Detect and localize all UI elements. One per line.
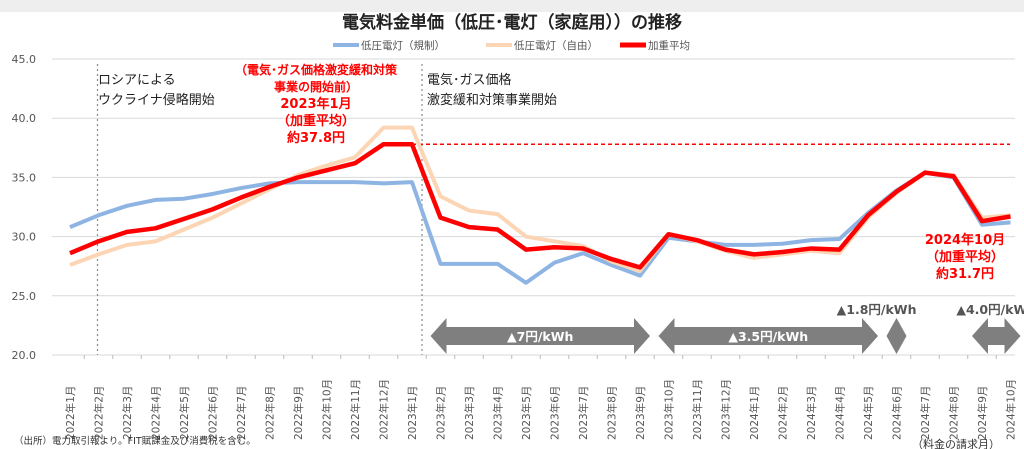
series-line-2 xyxy=(69,141,1011,270)
y-tick-label: 30.0 xyxy=(12,231,37,244)
annotation-peak: （加重平均） xyxy=(277,113,355,129)
subsidy-label: ▲3.5円/kWh xyxy=(728,329,808,344)
x-tick-label: 2023年11月 xyxy=(691,379,704,440)
x-tick-label: 2022年11月 xyxy=(349,379,362,440)
x-tick-label: 2023年10月 xyxy=(663,379,676,440)
annotation-latest: （加重平均） xyxy=(926,249,1004,265)
x-tick-label: 2022年6月 xyxy=(207,386,220,440)
legend-label-2: 加重平均 xyxy=(648,39,690,52)
subsidy-arrow xyxy=(658,318,878,354)
x-tick-label: 2022年8月 xyxy=(264,386,277,440)
annotation-peak: 2023年1月 xyxy=(280,96,351,112)
subsidy-label: ▲4.0円/kWh xyxy=(956,302,1024,317)
x-tick-label: 2022年3月 xyxy=(121,386,134,440)
x-tick-label: 2023年9月 xyxy=(634,386,647,440)
subsidy-label: ▲1.8円/kWh xyxy=(837,302,917,317)
x-tick-label: 2024年1月 xyxy=(748,386,761,440)
y-tick-label: 25.0 xyxy=(12,290,37,303)
x-tick-label: 2022年4月 xyxy=(150,386,163,440)
x-tick-label: 2022年12月 xyxy=(378,379,391,440)
chart-title: 電気料金単価（低圧･電灯（家庭用））の推移 xyxy=(342,12,682,33)
x-tick-label: 2023年7月 xyxy=(577,386,590,440)
x-tick-label: 2023年2月 xyxy=(435,386,448,440)
x-tick-label: 2022年5月 xyxy=(178,386,191,440)
annotation-latest: 約31.7円 xyxy=(936,266,994,282)
x-tick-label: 2024年3月 xyxy=(805,386,818,440)
x-tick-label: 2022年9月 xyxy=(292,386,305,440)
x-tick-label: 2024年6月 xyxy=(891,386,904,440)
y-tick-label: 40.0 xyxy=(12,112,37,125)
y-tick-label: 20.0 xyxy=(12,349,37,362)
x-tick-label: 2022年2月 xyxy=(93,386,106,440)
x-tick-label: 2023年6月 xyxy=(549,386,562,440)
subsidy-arrow xyxy=(430,318,650,354)
source-note: （出所）電力取引報より。FIT賦課金及び消費税を含む。 xyxy=(14,435,256,447)
x-axis-label: （料金の請求月） xyxy=(912,437,1000,449)
annotation-latest: 2024年10月 xyxy=(925,232,1005,248)
annotation-peak: 事業の開始前） xyxy=(274,79,358,94)
x-tick-label: 2023年12月 xyxy=(720,379,733,440)
annotation-subsidy-start: 電気･ガス価格 xyxy=(427,72,512,88)
y-tick-label: 35.0 xyxy=(12,171,37,184)
x-tick-label: 2023年5月 xyxy=(520,386,533,440)
x-tick-label: 2024年7月 xyxy=(919,386,932,440)
x-tick-label: 2024年5月 xyxy=(862,386,875,440)
x-tick-label: 2023年3月 xyxy=(463,386,476,440)
annotation-peak: 約37.8円 xyxy=(287,130,345,146)
annotation-subsidy-start: 激変緩和対策事業開始 xyxy=(427,92,557,108)
x-tick-label: 2023年4月 xyxy=(492,386,505,440)
legend-label-1: 低圧電灯（自由） xyxy=(514,39,598,52)
x-tick-label: 2024年4月 xyxy=(834,386,847,440)
x-tick-label: 2023年1月 xyxy=(406,386,419,440)
y-tick-label: 45.0 xyxy=(12,53,37,66)
subsidy-label: ▲7円/kWh xyxy=(507,329,573,344)
annotation-invasion: ロシアによる xyxy=(98,73,176,88)
x-tick-label: 2024年2月 xyxy=(777,386,790,440)
x-tick-label: 2024年10月 xyxy=(1005,379,1018,440)
x-tick-label: 2024年8月 xyxy=(948,386,961,440)
annotation-invasion: ウクライナ侵略開始 xyxy=(98,92,215,108)
series-line-0 xyxy=(69,170,1011,285)
x-tick-label: 2024年9月 xyxy=(976,386,989,440)
x-tick-label: 2022年10月 xyxy=(321,379,334,440)
x-tick-label: 2022年1月 xyxy=(64,386,77,440)
subsidy-arrow xyxy=(886,318,907,354)
legend-label-0: 低圧電灯（規制） xyxy=(361,39,445,52)
subsidy-arrow xyxy=(972,318,1021,354)
annotation-peak: （電気･ガス価格激変緩和対策 xyxy=(235,62,398,77)
x-tick-label: 2022年7月 xyxy=(235,386,248,440)
x-tick-label: 2023年8月 xyxy=(606,386,619,440)
top-band xyxy=(0,0,1024,12)
